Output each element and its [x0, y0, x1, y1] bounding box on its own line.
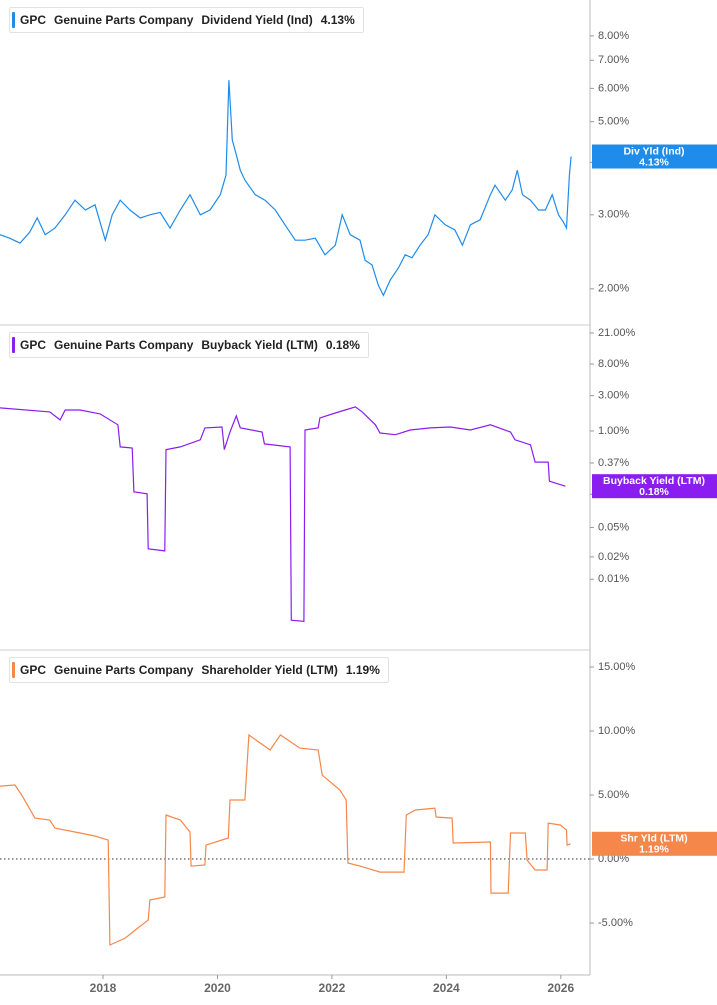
badge-name: Div Yld (Ind) [623, 145, 684, 157]
series-line [0, 80, 572, 297]
legend-ticker: GPC [20, 663, 47, 677]
legend: GPC Genuine Parts Company Dividend Yield (… [9, 7, 364, 33]
y-tick-label: 10.00% [598, 725, 636, 737]
y-tick-label: 6.00% [598, 82, 629, 94]
y-tick-label: 0.01% [598, 573, 629, 585]
legend-value: 4.13% [320, 13, 355, 27]
y-tick-label: 8.00% [598, 30, 629, 42]
y-tick-label: 15.00% [598, 661, 636, 673]
legend-company: Genuine Parts Company [54, 13, 194, 27]
legend: GPC Genuine Parts Company Buyback Yield (L… [9, 332, 369, 358]
y-tick-label: 5.00% [598, 116, 629, 128]
x-tick-label: 2018 [90, 981, 117, 995]
value-badge [592, 831, 717, 856]
legend-series: Shareholder Yield (LTM) [201, 663, 338, 677]
y-tick-label: 0.05% [598, 521, 629, 533]
legend-series: Buyback Yield (LTM) [201, 338, 318, 352]
y-tick-label: 3.00% [598, 390, 629, 402]
x-tick-label: 2026 [547, 981, 574, 995]
y-tick-label: 1.00% [598, 425, 629, 437]
x-tick-label: 2024 [433, 981, 460, 995]
legend-value: 1.19% [345, 663, 380, 677]
y-tick-label: -5.00% [598, 917, 633, 929]
badge-value: 0.18% [639, 486, 669, 498]
legend-swatch [12, 662, 15, 678]
value-badge [592, 144, 717, 169]
y-tick-label: 0.37% [598, 457, 629, 469]
legend-company: Genuine Parts Company [54, 663, 194, 677]
series-line [0, 406, 566, 623]
badge-name: Buyback Yield (LTM) [603, 475, 705, 487]
y-tick-label: 5.00% [598, 789, 629, 801]
y-tick-label: 7.00% [598, 54, 629, 66]
value-badge [592, 474, 717, 499]
y-tick-label: 8.00% [598, 358, 629, 370]
legend-value: 0.18% [325, 338, 360, 352]
badge-value: 1.19% [639, 844, 669, 856]
y-tick-label: 0.02% [598, 551, 629, 563]
y-tick-label: 2.00% [598, 283, 629, 295]
legend-swatch [12, 337, 15, 353]
legend: GPC Genuine Parts Company Shareholder Yiel… [9, 657, 389, 683]
legend-ticker: GPC [20, 13, 47, 27]
legend-ticker: GPC [20, 338, 47, 352]
legend-swatch [12, 12, 15, 28]
legend-company: Genuine Parts Company [54, 338, 194, 352]
y-tick-label: 21.00% [598, 327, 636, 339]
series-line [0, 733, 571, 946]
x-tick-label: 2022 [319, 981, 346, 995]
legend-series: Dividend Yield (Ind) [201, 13, 313, 27]
badge-name: Shr Yld (LTM) [620, 833, 687, 845]
badge-value: 4.13% [639, 156, 669, 168]
y-tick-label: 3.00% [598, 209, 629, 221]
y-tick-label: 0.00% [598, 853, 629, 865]
x-tick-label: 2020 [204, 981, 231, 995]
